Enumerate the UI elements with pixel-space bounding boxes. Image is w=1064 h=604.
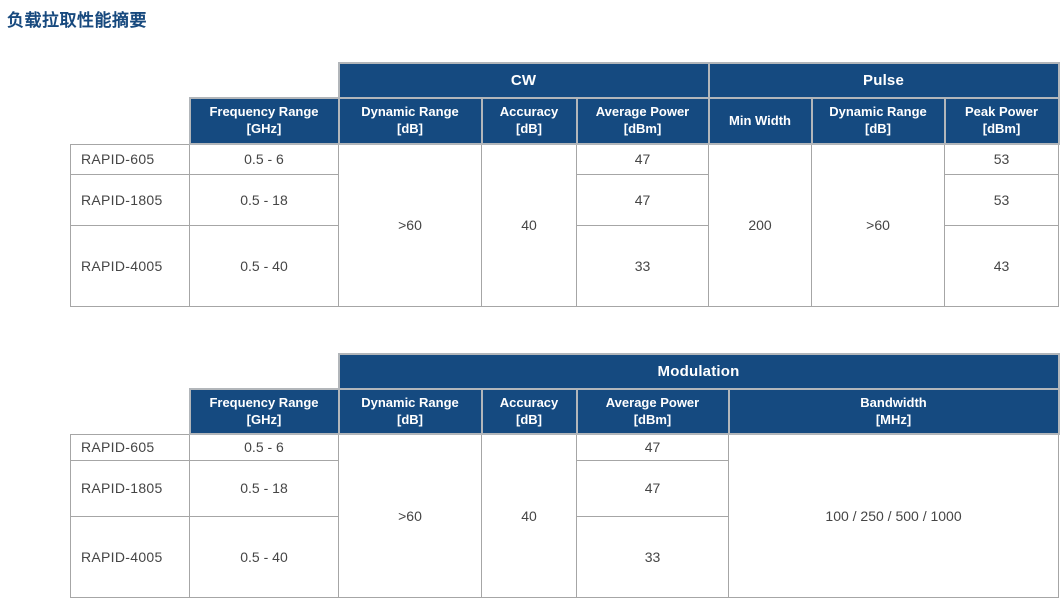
group-header-row: CW Pulse [71,62,1060,99]
pulse-peak-power-cell: 43 [944,224,1060,307]
col-header-mod-bandwidth: Bandwidth [MHz] [727,388,1060,435]
col-header-frequency-range: Frequency Range [GHz] [188,388,340,435]
table-row: RAPID-605 0.5 - 6 >60 40 47 200 >60 53 [70,143,1060,307]
col-header-frequency-range: Frequency Range [GHz] [188,97,340,145]
col-header-pulse-dynamic-range: Dynamic Range [dB] [810,97,946,145]
col-header-mod-average-power: Average Power [dBm] [575,388,730,435]
table-row: RAPID-4005 0.5 - 40 33 [70,515,1059,598]
cw-average-power-cell: 47 [575,173,710,226]
column-header-row: Frequency Range [GHz] Dynamic Range [dB]… [71,97,1060,145]
cw-average-power-cell: 33 [575,224,710,307]
mod-average-power-cell: 47 [576,433,729,461]
col-header-cw-dynamic-range: Dynamic Range [dB] [337,97,483,145]
group-header-cw: CW [337,62,710,99]
spacer-cell [71,389,190,434]
model-name-cell: RAPID-4005 [70,224,190,307]
column-header-row: Frequency Range [GHz] Dynamic Range [dB]… [71,388,1060,435]
model-name-cell: RAPID-4005 [70,515,190,598]
col-header-cw-accuracy: Accuracy [dB] [480,97,578,145]
model-name-cell: RAPID-1805 [70,173,190,226]
col-header-pulse-min-width: Min Width [707,97,813,145]
mod-average-power-cell: 47 [576,459,729,517]
frequency-range-cell: 0.5 - 6 [189,143,339,175]
spacer-cell [71,354,339,389]
group-header-pulse: Pulse [707,62,1060,99]
frequency-range-cell: 0.5 - 40 [189,224,339,307]
group-header-modulation: Modulation [337,353,1060,390]
cw-accuracy-cell: 40 [481,143,577,307]
col-header-mod-dynamic-range: Dynamic Range [dB] [337,388,483,435]
table-row: RAPID-1805 0.5 - 18 47 [70,459,1059,517]
mod-bandwidth-cell: 100 / 250 / 500 / 1000 [727,433,1060,598]
cw-pulse-table: CW Pulse Frequency Range [GHz] Dynamic R… [70,62,1060,307]
pulse-peak-power-cell: 53 [944,173,1060,226]
cw-dynamic-range-cell: >60 [338,143,482,307]
frequency-range-cell: 0.5 - 40 [189,515,339,598]
spacer-cell [71,63,339,98]
page-title: 负载拉取性能摘要 [7,11,147,30]
col-header-pulse-peak-power: Peak Power [dBm] [943,97,1060,145]
col-header-cw-average-power: Average Power [dBm] [575,97,710,145]
pulse-dynamic-range-cell: >60 [811,143,946,307]
frequency-range-cell: 0.5 - 18 [189,173,339,226]
model-name-cell: RAPID-1805 [70,459,190,517]
frequency-range-cell: 0.5 - 18 [189,459,339,517]
modulation-table: Modulation Frequency Range [GHz] Dynamic… [70,353,1060,598]
pulse-min-width-cell: 200 [708,143,813,307]
mod-dynamic-range-cell: >60 [338,433,482,598]
spacer-cell [71,98,190,144]
table-row: RAPID-4005 0.5 - 40 33 43 [70,224,1060,307]
model-name-cell: RAPID-605 [70,143,190,175]
cw-average-power-cell: 47 [575,143,710,175]
table-row: RAPID-1805 0.5 - 18 47 53 [70,173,1060,226]
table-row: RAPID-605 0.5 - 6 >60 40 47 100 / 250 / … [70,433,1060,598]
col-header-mod-accuracy: Accuracy [dB] [480,388,578,435]
model-name-cell: RAPID-605 [70,433,190,461]
frequency-range-cell: 0.5 - 6 [189,433,339,461]
mod-accuracy-cell: 40 [481,433,577,598]
group-header-row: Modulation [71,353,1060,390]
mod-average-power-cell: 33 [576,515,729,598]
pulse-peak-power-cell: 53 [944,143,1060,175]
